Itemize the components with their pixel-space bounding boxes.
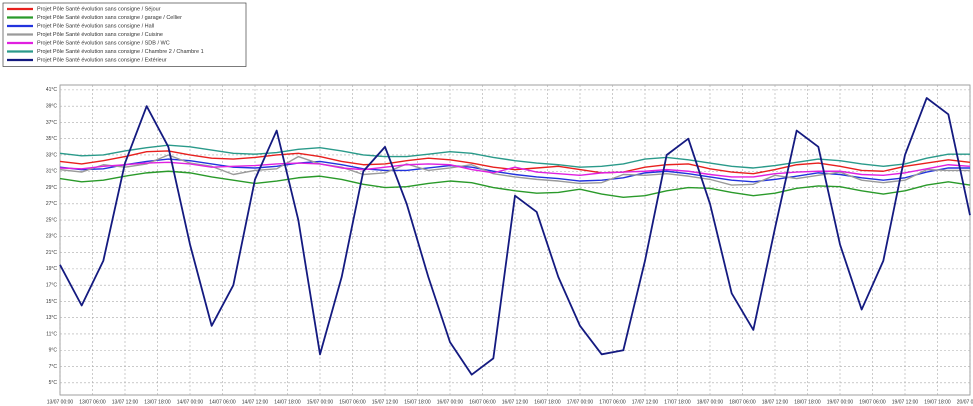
series-line [59, 150, 971, 175]
x-tick-label: 17/07 00:00 [567, 399, 594, 405]
x-tick-label: 13/07 00:00 [47, 399, 74, 405]
x-tick-label: 16/07 12:00 [502, 399, 529, 405]
y-tick-label: 15°C [46, 299, 58, 305]
y-tick-label: 7°C [49, 364, 58, 370]
x-tick-label: 15/07 06:00 [339, 399, 366, 405]
x-tick-label: 15/07 18:00 [404, 399, 431, 405]
x-tick-label: 19/07 00:00 [827, 399, 854, 405]
legend-label: Projet Pôle Santé évolution sans consign… [37, 15, 182, 21]
legend: Projet Pôle Santé évolution sans consign… [2, 2, 247, 67]
y-tick-label: 29°C [46, 185, 58, 191]
series-line [59, 154, 970, 186]
y-tick-label: 13°C [46, 315, 58, 321]
y-tick-label: 23°C [46, 234, 58, 240]
x-tick-label: 18/07 12:00 [762, 399, 789, 405]
y-tick-label: 17°C [46, 282, 58, 288]
y-tick-label: 37°C [46, 120, 58, 126]
y-tick-label: 31°C [46, 169, 58, 175]
legend-label: Projet Pôle Santé évolution sans consign… [37, 32, 163, 38]
x-tick-label: 16/07 06:00 [469, 399, 496, 405]
plot-area [59, 84, 971, 396]
y-tick-label: 21°C [46, 250, 58, 256]
x-tick-label: 19/07 12:00 [892, 399, 919, 405]
x-tick-label: 15/07 00:00 [307, 399, 334, 405]
x-tick-label: 17/07 12:00 [632, 399, 659, 405]
x-tick-label: 14/07 12:00 [242, 399, 269, 405]
y-tick-label: 33°C [46, 152, 58, 158]
x-tick-label: 16/07 00:00 [437, 399, 464, 405]
x-tick-label: 19/07 06:00 [859, 399, 886, 405]
x-tick-label: 17/07 06:00 [599, 399, 626, 405]
x-tick-label: 19/07 18:00 [924, 399, 951, 405]
y-tick-label: 25°C [46, 217, 58, 223]
x-tick-label: 17/07 18:00 [664, 399, 691, 405]
y-tick-label: 35°C [46, 136, 58, 142]
x-tick-label: 13/07 06:00 [79, 399, 106, 405]
x-tick-label: 18/07 00:00 [697, 399, 724, 405]
series-line [59, 170, 971, 198]
legend-label: Projet Pôle Santé évolution sans consign… [37, 40, 170, 46]
y-tick-label: 39°C [46, 103, 58, 109]
x-tick-label: 13/07 12:00 [112, 399, 139, 405]
y-tick-label: 5°C [49, 380, 58, 386]
y-tick-label: 11°C [46, 331, 57, 337]
series-line [59, 144, 970, 169]
y-tick-label: 41°C [46, 87, 58, 93]
x-tick-label: 14/07 18:00 [274, 399, 301, 405]
legend-label: Projet Pôle Santé évolution sans consign… [37, 49, 204, 55]
x-tick-label: 16/07 18:00 [534, 399, 561, 405]
legend-label: Projet Pôle Santé évolution sans consign… [37, 57, 167, 63]
series-line [59, 97, 971, 376]
y-tick-label: 27°C [46, 201, 58, 207]
series-line [59, 158, 970, 183]
x-tick-label: 14/07 00:00 [177, 399, 204, 405]
series-line [59, 161, 971, 178]
x-tick-label: 13/07 18:00 [144, 399, 171, 405]
legend-label: Projet Pôle Santé évolution sans consign… [37, 23, 154, 29]
x-tick-label: 18/07 18:00 [794, 399, 821, 405]
x-tick-label: 14/07 06:00 [209, 399, 236, 405]
x-tick-label: 20/07 00:00 [957, 399, 973, 405]
x-tick-label: 18/07 06:00 [729, 399, 756, 405]
legend-label: Projet Pôle Santé évolution sans consign… [37, 6, 161, 12]
x-tick-label: 15/07 12:00 [372, 399, 399, 405]
legend-box [2, 2, 247, 67]
y-tick-label: 9°C [49, 348, 58, 354]
y-tick-label: 19°C [46, 266, 58, 272]
